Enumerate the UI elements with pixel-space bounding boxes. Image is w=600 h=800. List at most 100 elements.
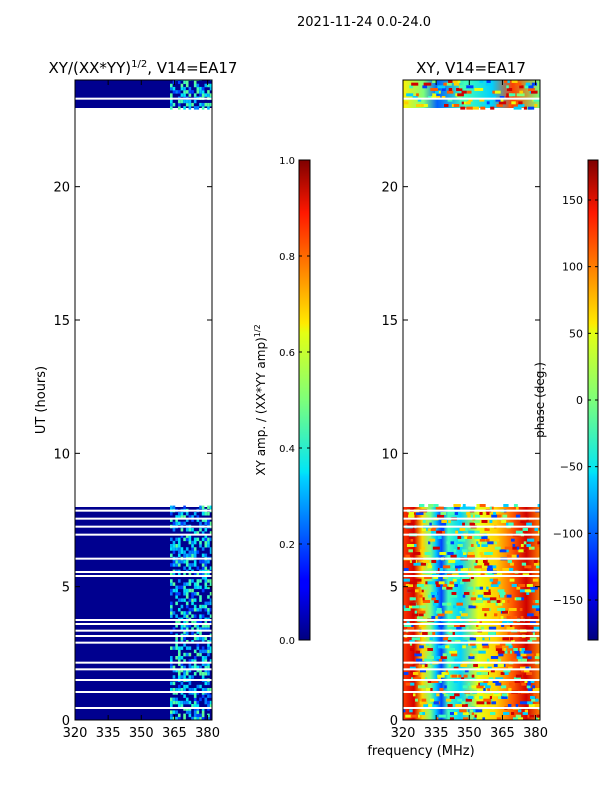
phase-cell [476, 685, 484, 689]
phase-cell [429, 538, 436, 542]
phase-cell [529, 637, 537, 641]
phase-cell [463, 578, 471, 582]
phase-cell [511, 101, 516, 105]
amp-cell [199, 684, 202, 689]
panel2-title: XY, V14=EA17 [416, 59, 526, 77]
amp-cell [172, 668, 176, 673]
amp-cell [207, 579, 210, 583]
amp-cell [209, 592, 212, 596]
phase-cell [465, 698, 472, 702]
phase-cell [483, 698, 492, 702]
phase-cell [477, 602, 485, 606]
amp-cell [207, 643, 210, 647]
amp-cell [199, 521, 202, 526]
phase-cell [538, 530, 540, 534]
phase-cell [411, 82, 419, 86]
amp-cell [207, 665, 210, 670]
amp-cell [196, 700, 200, 705]
phase-cell [441, 672, 448, 675]
phase-cell [502, 637, 510, 641]
phase-cell [498, 101, 507, 105]
phase-cell [493, 578, 499, 582]
phase-cell [508, 104, 512, 107]
amp-cell [177, 675, 181, 679]
amp-cell [193, 649, 197, 654]
phase-cell [438, 581, 445, 585]
amp-cell [183, 560, 186, 564]
phase-cell [517, 709, 522, 713]
amp-cell [204, 601, 208, 606]
phase-cell [479, 552, 484, 555]
phase-cell [476, 624, 479, 627]
amp-cell [204, 681, 208, 686]
amp-cell [183, 553, 186, 558]
amp-cell [183, 582, 186, 586]
amp-cell [207, 544, 210, 548]
amp-cell [207, 716, 210, 720]
phase-cell [510, 640, 515, 643]
phase-cell [457, 698, 463, 702]
amp-cell [207, 90, 210, 94]
phase-cell [524, 642, 528, 646]
x-tick-label: 380 [195, 726, 220, 741]
amp-cell [185, 697, 189, 702]
amp-cell [172, 560, 176, 564]
phase-cell [442, 522, 446, 526]
amp-cell [183, 694, 186, 698]
amp-cell [193, 585, 197, 590]
colorbar-tick-label: −50 [560, 461, 583, 474]
amp-cell [172, 675, 176, 679]
phase-cell [508, 645, 513, 649]
phase-cell [419, 712, 423, 715]
panel2-heatmap [403, 80, 540, 720]
phase-cell [428, 704, 433, 707]
phase-cell [491, 96, 496, 99]
x-tick-label: 350 [457, 726, 482, 741]
phase-cell [453, 549, 457, 553]
phase-cell [475, 709, 483, 713]
phase-cell [420, 549, 424, 553]
phase-cell [446, 541, 452, 545]
amp-cell [183, 93, 186, 97]
phase-cell [428, 541, 431, 545]
amp-cell [201, 553, 205, 558]
amp-cell [204, 528, 208, 532]
amp-cell [204, 563, 208, 567]
phase-cell [513, 504, 518, 507]
amp-cell [201, 713, 205, 718]
phase-cell [495, 645, 503, 649]
amp-cell [175, 547, 178, 551]
gap-row [403, 557, 540, 560]
amp-cell [193, 106, 197, 110]
amp-cell [185, 624, 189, 628]
phase-cell [539, 522, 540, 526]
phase-cell [530, 680, 535, 683]
amp-cell [170, 630, 173, 634]
phase-cell [431, 530, 434, 534]
amp-cell [185, 512, 189, 516]
amp-cell [196, 665, 200, 670]
phase-cell [513, 106, 522, 110]
phase-cell [475, 560, 478, 563]
amp-cell [191, 688, 194, 692]
colorbar-tick-label: 0.4 [279, 444, 295, 455]
phase-cell [436, 530, 444, 534]
phase-cell [499, 549, 507, 553]
phase-cell [508, 608, 517, 611]
amp-cell [201, 563, 205, 567]
phase-cell [410, 669, 413, 673]
phase-cell [507, 560, 512, 563]
amp-cell [196, 624, 200, 628]
phase-cell [467, 696, 474, 699]
phase-cell [438, 658, 442, 662]
amp-cell [172, 582, 176, 586]
panel2-ticks: 320 335 350 365 380 0 5 10 15 20 [381, 80, 548, 741]
amp-cell [191, 665, 194, 670]
amp-cell [209, 694, 212, 698]
phase-cell [495, 648, 503, 651]
phase-cell [482, 608, 490, 611]
amp-cell [207, 624, 210, 628]
phase-cell [526, 544, 531, 547]
phase-cell [420, 605, 426, 609]
phase-cell [523, 106, 528, 110]
